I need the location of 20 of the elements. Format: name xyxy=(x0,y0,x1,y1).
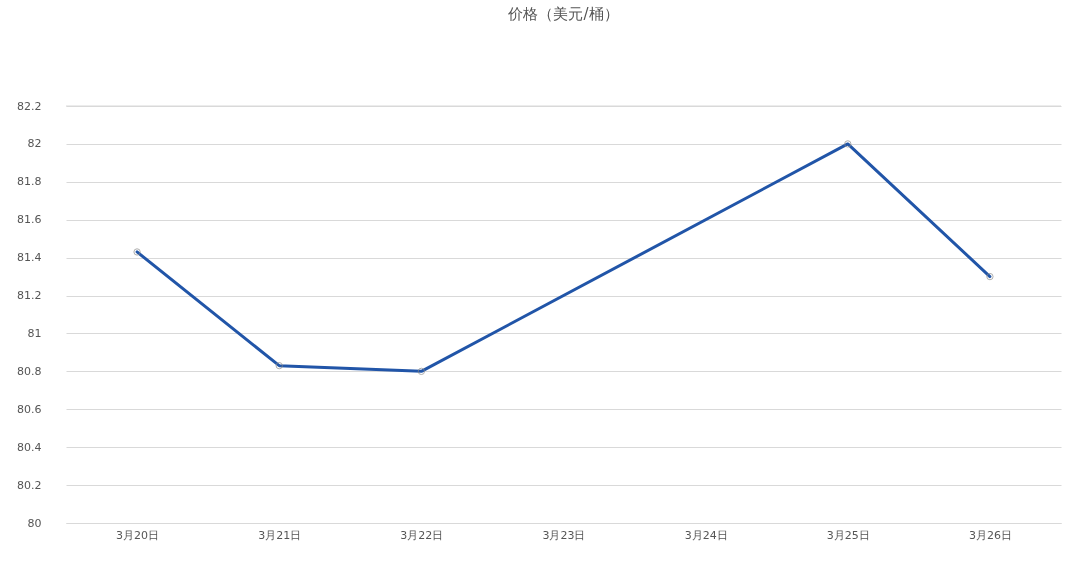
chart-title: 价格（美元/桶） xyxy=(507,5,619,23)
y-tick-label: 80.2 xyxy=(17,478,42,492)
x-tick-label: 3月20日 xyxy=(116,528,160,542)
y-tick-label: 81.6 xyxy=(17,213,42,227)
y-tick-label: 81.2 xyxy=(17,289,42,303)
x-tick-label: 3月24日 xyxy=(684,528,728,542)
y-tick-label: 81.4 xyxy=(17,251,42,265)
y-tick-label: 81.8 xyxy=(17,175,42,189)
y-tick-label: 80.4 xyxy=(17,440,42,454)
y-tick-label: 82.2 xyxy=(17,99,42,113)
x-tick-label: 3月26日 xyxy=(968,528,1012,542)
y-tick-label: 80 xyxy=(27,516,42,530)
y-tick-label: 82 xyxy=(27,137,42,151)
x-tick-label: 3月25日 xyxy=(826,528,870,542)
y-tick-label: 80.8 xyxy=(17,364,42,378)
y-tick-label: 81 xyxy=(27,326,42,340)
x-tick-label: 3月22日 xyxy=(400,528,444,542)
x-tick-label: 3月23日 xyxy=(542,528,586,542)
x-tick-label: 3月21日 xyxy=(258,528,302,542)
y-tick-label: 80.6 xyxy=(17,402,42,416)
